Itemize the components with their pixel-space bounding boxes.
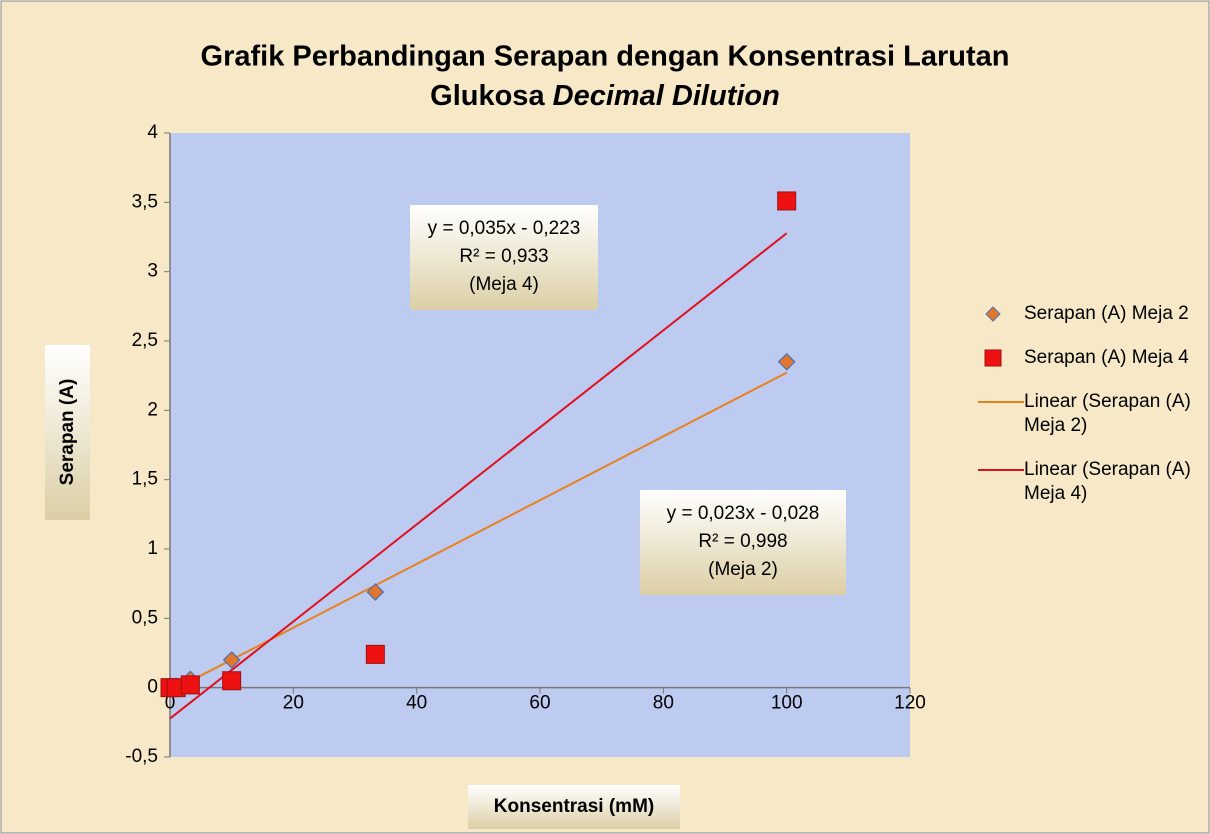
y-tick-label: 1 bbox=[147, 538, 158, 559]
annotation-text: (Meja 4) bbox=[469, 274, 539, 295]
legend-swatch bbox=[985, 306, 1001, 322]
y-tick-label: 4 bbox=[147, 122, 158, 143]
point bbox=[366, 583, 385, 601]
legend-label: Linear (Serapan (A) Meja 2) bbox=[1024, 391, 1191, 436]
legend-marker bbox=[985, 306, 1001, 322]
chart-title-part: Decimal Dilution bbox=[553, 80, 780, 112]
point bbox=[365, 644, 385, 664]
legend-swatch bbox=[978, 469, 1024, 471]
trendline bbox=[169, 232, 788, 720]
annotation-box bbox=[640, 490, 846, 595]
chart-title-part: Glukosa bbox=[430, 80, 545, 112]
x-tick-label: 60 bbox=[529, 693, 550, 714]
annotation-text: y = 0,035x - 0,223 bbox=[428, 218, 581, 239]
legend-label: Serapan (A) Meja 4 bbox=[1024, 347, 1189, 368]
x-tick-label: 40 bbox=[406, 693, 427, 714]
y-axis-title: Serapan (A) bbox=[57, 379, 78, 486]
legend-marker bbox=[984, 349, 1002, 367]
chart-title: Grafik Perbandingan Serapan dengan Konse… bbox=[201, 41, 1010, 73]
annotation-text: R² = 0,998 bbox=[698, 531, 787, 552]
point bbox=[180, 675, 200, 695]
point bbox=[222, 651, 241, 669]
point bbox=[777, 191, 797, 211]
y-tick-label: 2 bbox=[147, 399, 158, 420]
legend-swatch bbox=[978, 401, 1024, 403]
legend-item: Serapan (A) Meja 2 bbox=[978, 302, 1198, 326]
legend-swatch bbox=[984, 349, 1002, 367]
annotation-text: (Meja 2) bbox=[708, 559, 778, 580]
y-axis-title-box bbox=[45, 345, 90, 520]
chart-title: Glukosa Decimal Dilution bbox=[430, 80, 780, 112]
y-tick-label: 0 bbox=[147, 677, 158, 698]
x-tick-label: 100 bbox=[771, 693, 803, 714]
x-tick-label: 20 bbox=[283, 693, 304, 714]
x-axis-title-box bbox=[468, 785, 680, 829]
y-tick-label: 1,5 bbox=[132, 469, 158, 490]
legend-item: Serapan (A) Meja 4 bbox=[978, 346, 1198, 370]
legend-label: Linear (Serapan (A) Meja 4) bbox=[1024, 459, 1191, 504]
legend-item: Linear (Serapan (A) Meja 2) bbox=[978, 390, 1198, 438]
x-tick-label: 80 bbox=[653, 693, 674, 714]
y-tick-label: 0,5 bbox=[132, 607, 158, 628]
y-tick-label: 3 bbox=[147, 261, 158, 282]
y-tick-label: -0,5 bbox=[125, 746, 158, 767]
annotation-box bbox=[410, 205, 598, 310]
point bbox=[777, 352, 796, 371]
annotation-text: y = 0,023x - 0,028 bbox=[667, 503, 820, 524]
y-tick-label: 2,5 bbox=[132, 330, 158, 351]
legend-item: Linear (Serapan (A) Meja 4) bbox=[978, 458, 1198, 506]
x-axis-title: Konsentrasi (mM) bbox=[494, 796, 654, 817]
y-tick-label: 3,5 bbox=[132, 191, 158, 212]
x-tick-label: 120 bbox=[894, 693, 926, 714]
point bbox=[222, 671, 242, 691]
legend: Serapan (A) Meja 2 Serapan (A) Meja 4 Line… bbox=[978, 302, 1198, 526]
x-tick-label: 0 bbox=[165, 693, 176, 714]
annotation-text: R² = 0,933 bbox=[459, 246, 548, 267]
legend-label: Serapan (A) Meja 2 bbox=[1024, 303, 1189, 324]
